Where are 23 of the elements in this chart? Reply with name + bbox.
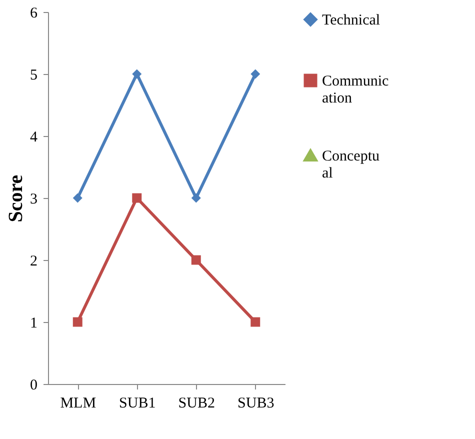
x-tick-label: SUB3 (238, 396, 274, 412)
x-tick-label: SUB1 (119, 396, 156, 412)
y-tick-label: 4 (30, 130, 38, 146)
point (132, 193, 142, 203)
point (250, 317, 260, 327)
point (72, 193, 82, 203)
legend-label: Technical (322, 12, 380, 28)
point (191, 193, 201, 203)
point (72, 317, 82, 327)
point (191, 255, 201, 265)
y-tick-label: 0 (30, 378, 38, 394)
y-tick-label: 3 (30, 192, 38, 208)
point (132, 69, 142, 79)
legend-label: Conceptual (322, 148, 380, 182)
y-tick-label: 2 (30, 254, 38, 270)
x-tick-label: MLM (60, 396, 96, 412)
y-axis-title: Score (5, 174, 27, 222)
x-tick-label: SUB2 (178, 396, 215, 412)
point (250, 69, 260, 79)
legend-label: Communication (322, 74, 390, 106)
y-tick-label: 1 (30, 316, 38, 332)
y-tick-label: 6 (30, 6, 38, 22)
y-tick-label: 5 (30, 68, 38, 84)
